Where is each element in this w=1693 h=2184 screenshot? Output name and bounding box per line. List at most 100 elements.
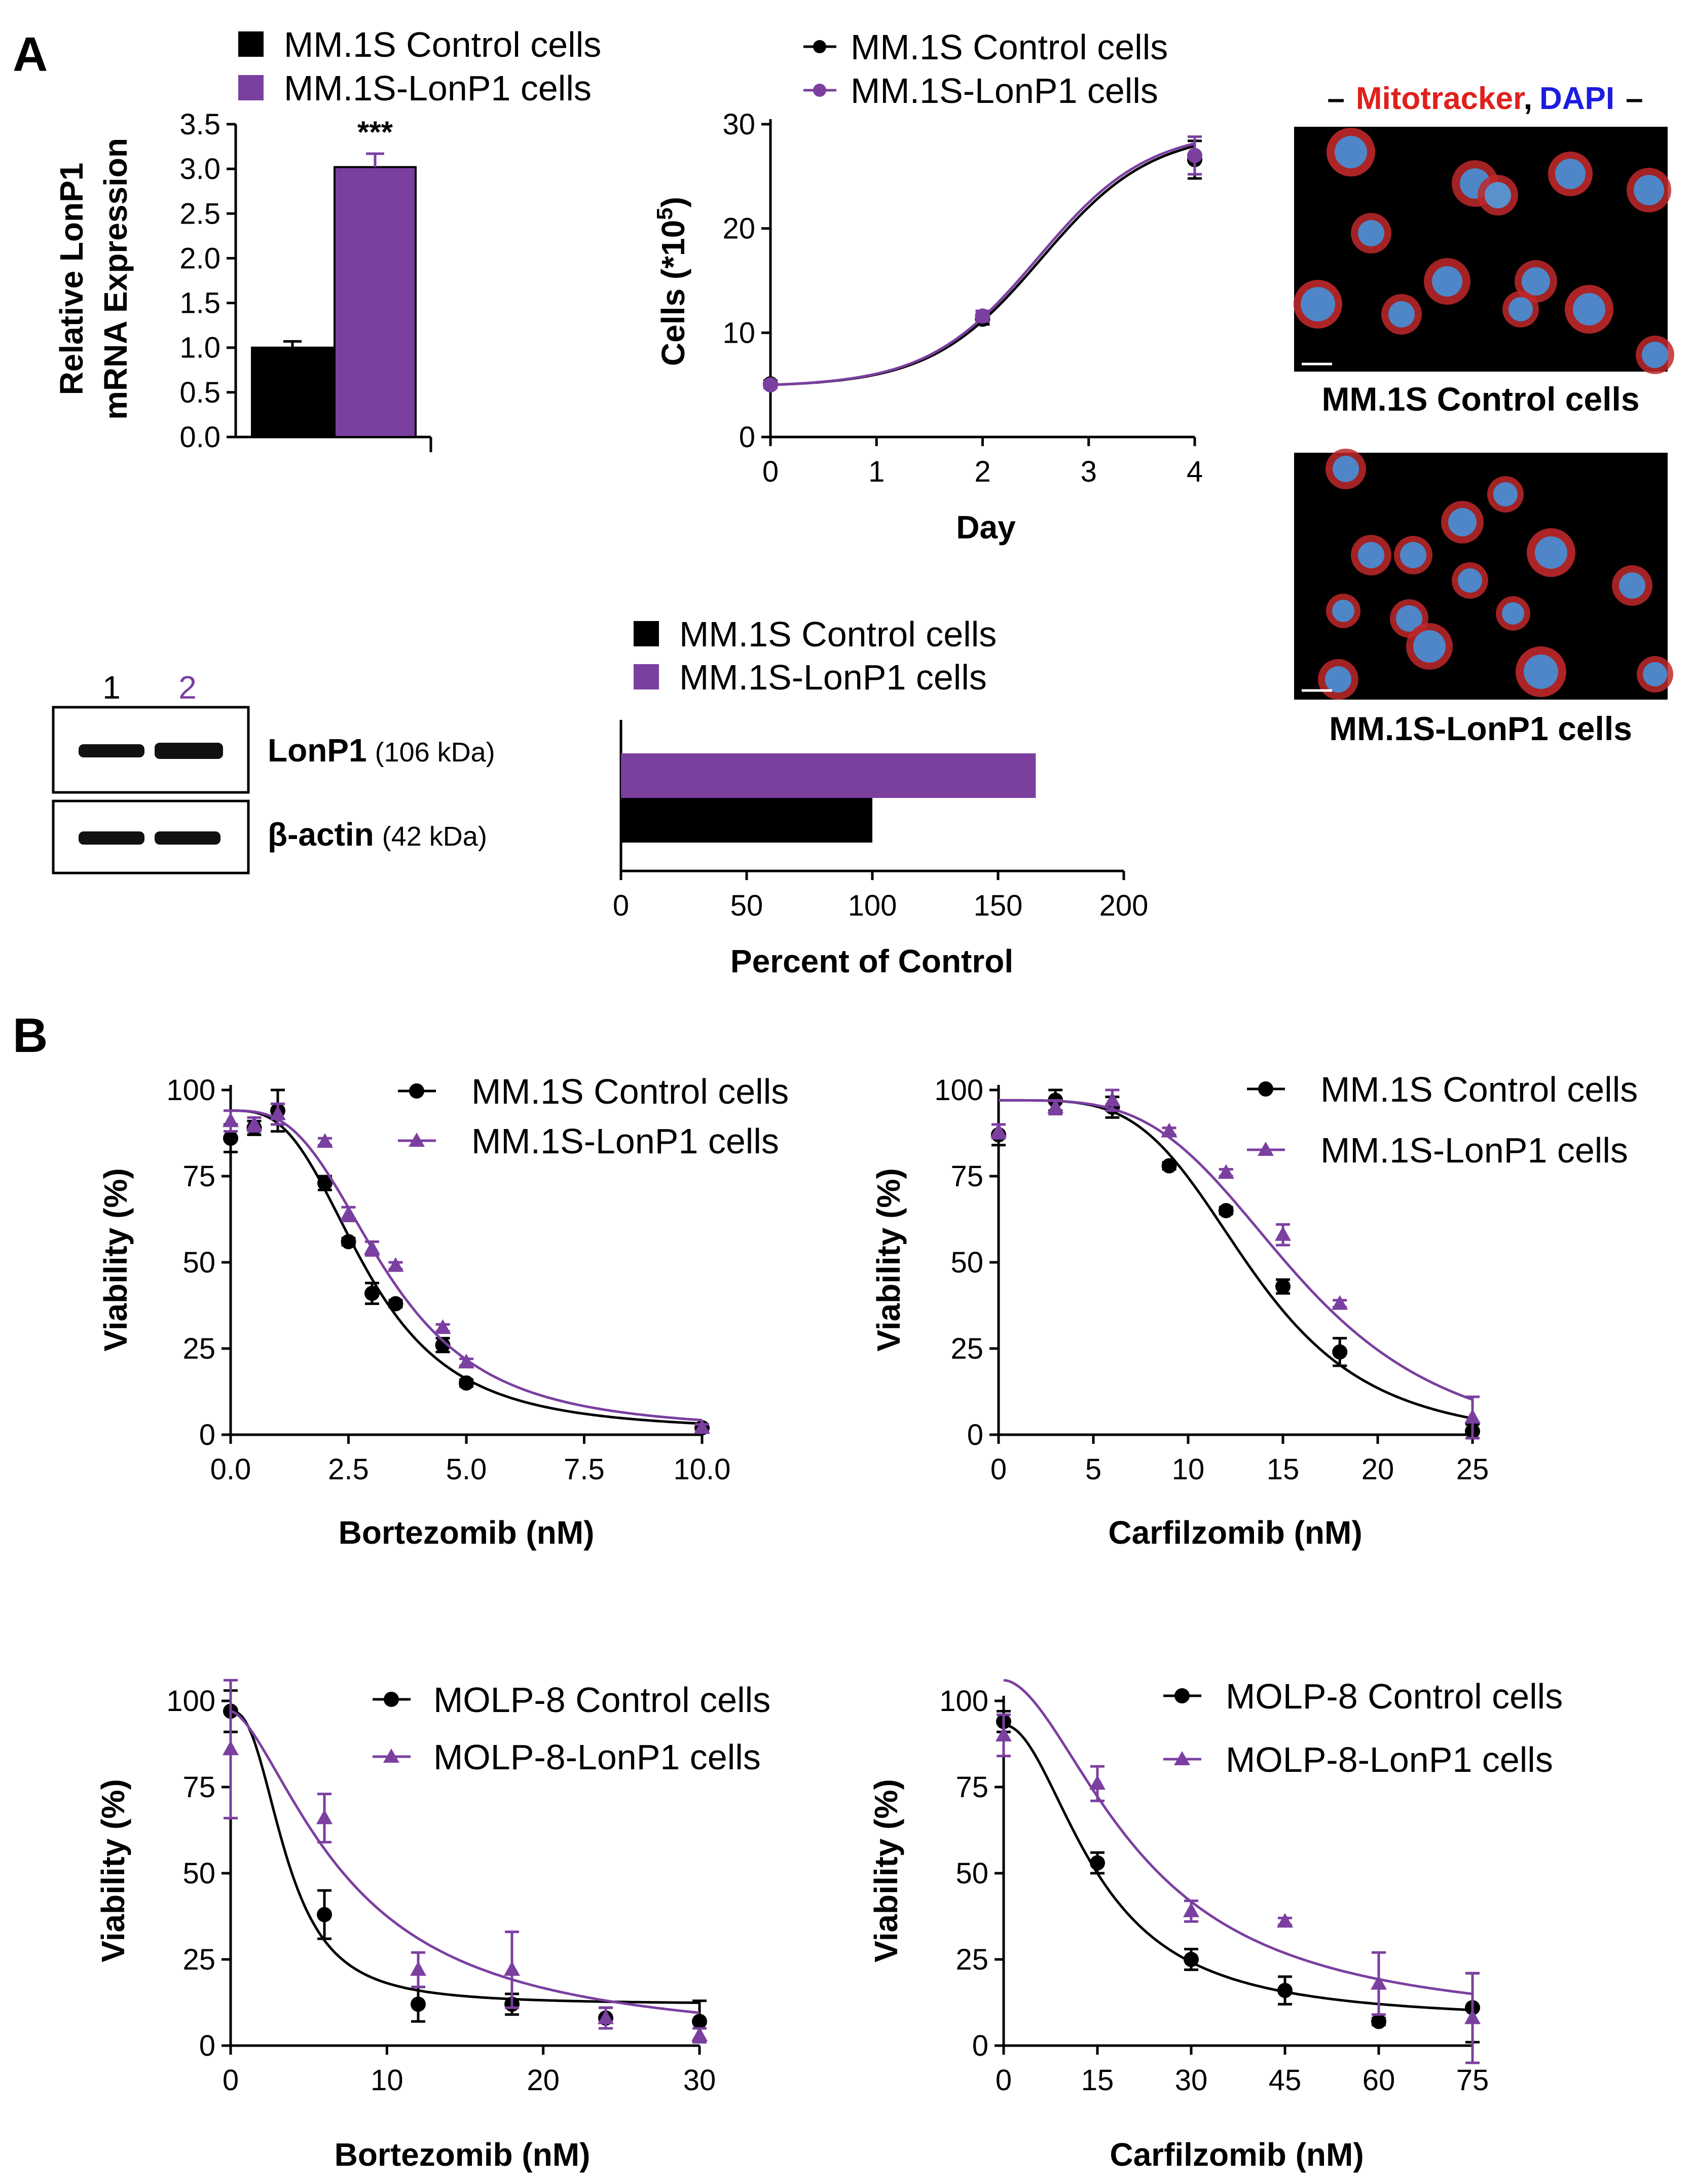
x-tick-label: 7.5 (564, 1453, 605, 1486)
legend-marker-lonp1 (383, 1749, 399, 1763)
data-point-lonp1 (996, 1727, 1012, 1741)
header-dash-right: – (1626, 81, 1643, 116)
legend-label-lonp1: MM.1S-LonP1 cells (284, 68, 592, 108)
legend-label-lonp1: MM.1S-LonP1 cells (1320, 1131, 1628, 1170)
legend-label-control: MM.1S Control cells (284, 25, 601, 64)
fit-curve-control (770, 144, 1195, 386)
legend-swatch-lonp1 (634, 664, 659, 689)
x-tick-label: 150 (974, 889, 1023, 922)
data-point-control (1332, 1344, 1348, 1360)
data-point-lonp1 (1183, 1902, 1199, 1917)
x-tick-label: 60 (1363, 2064, 1395, 2097)
y-axis-title-line2: mRNA Expression (97, 138, 134, 420)
legend-label-lonp1: MOLP-8-LonP1 cells (433, 1737, 761, 1777)
x-tick-label: 2 (974, 455, 990, 488)
x-tick-label: 3 (1081, 455, 1097, 488)
x-tick-label: 0.0 (210, 1453, 251, 1486)
micrograph-lonp1-cells (1318, 449, 1673, 700)
data-point-lonp1 (694, 1419, 710, 1434)
data-point-lonp1 (410, 1961, 426, 1976)
y-tick-label: 0 (972, 2029, 988, 2062)
x-tick-label: 200 (1099, 889, 1149, 922)
data-point-lonp1 (1089, 1775, 1106, 1790)
data-point-control (1275, 1279, 1291, 1294)
fit-curve-control (1003, 1724, 1473, 2012)
y-tick-label: 75 (182, 1160, 215, 1193)
legend-marker-lonp1 (1258, 1142, 1274, 1156)
legend-label-lonp1: MM.1S-LonP1 cells (679, 658, 987, 697)
x-axis-title: Percent of Control (730, 943, 1013, 979)
legend-swatch-control (238, 31, 264, 57)
lane-label-2: 2 (178, 669, 197, 706)
data-point-control (411, 1996, 426, 2012)
x-tick-label: 25 (1456, 1453, 1489, 1486)
y-tick-label: 1.5 (179, 287, 220, 320)
band-actin-lane1 (79, 831, 144, 845)
y-tick-label: 25 (182, 1332, 215, 1365)
legend-marker-lonp1 (1174, 1751, 1190, 1765)
micrograph-lonp1-caption: MM.1S-LonP1 cells (1329, 710, 1632, 747)
y-tick-label: 30 (722, 108, 755, 141)
x-tick-label: 4 (1187, 455, 1203, 488)
y-tick-label: 0.5 (179, 376, 220, 409)
y-tick-label: 100 (939, 1685, 988, 1718)
header-mitotracker: Mitotracker (1356, 81, 1525, 116)
header-dapi: DAPI (1539, 81, 1614, 116)
data-point-lonp1 (975, 308, 990, 324)
legend-marker-control (813, 40, 826, 53)
mm1s-carfilzomib-chart: MM.1S Control cells MM.1S-LonP1 cells Ca… (870, 1070, 1638, 1551)
header-dash-left: – (1327, 81, 1344, 116)
x-tick-label: 15 (1267, 1453, 1300, 1486)
data-point-lonp1 (316, 1809, 333, 1825)
band-actin-lane2 (155, 831, 220, 845)
data-point-control (1161, 1158, 1177, 1174)
molp8-bortezomib-chart: MOLP-8 Control cells MOLP-8-LonP1 cells … (95, 1679, 770, 2173)
data-point-lonp1 (246, 1116, 263, 1131)
data-point-lonp1 (223, 1112, 239, 1127)
percent-of-control-chart: MM.1S Control cells MM.1S-LonP1 cells Pe… (613, 614, 1149, 979)
data-point-lonp1 (691, 2026, 708, 2042)
y-tick-label: 50 (955, 1857, 988, 1890)
y-axis-title: Cells (*105) (652, 197, 691, 366)
data-point-lonp1 (1464, 2009, 1481, 2024)
data-point-lonp1 (340, 1205, 357, 1220)
x-tick-label: 10.0 (674, 1453, 731, 1486)
y-tick-label: 75 (950, 1160, 983, 1193)
y-tick-label: 3.5 (179, 108, 220, 141)
data-point-lonp1 (223, 1740, 239, 1756)
y-axis-title: Viability (%) (95, 1779, 131, 1962)
y-axis-title: Viability (%) (868, 1779, 904, 1962)
data-point-lonp1 (990, 1122, 1007, 1138)
band-name-lonp1: LonP1 (268, 732, 367, 769)
x-tick-label: 45 (1269, 2064, 1302, 2097)
data-point-control (459, 1375, 474, 1391)
data-point-lonp1 (1371, 1975, 1387, 1990)
x-tick-label: 10 (1172, 1453, 1205, 1486)
lane-label-1: 1 (102, 669, 121, 706)
data-point-lonp1 (387, 1257, 404, 1272)
y-axis-title: Viability (%) (97, 1168, 134, 1352)
band-label-actin: β-actin (42 kDa) (268, 816, 487, 853)
x-tick-label: 0 (613, 889, 629, 922)
data-point-control (223, 1131, 238, 1146)
data-point-lonp1 (1275, 1226, 1291, 1241)
x-axis-title: Bortezomib (nM) (339, 1514, 595, 1551)
data-point-control (1218, 1203, 1234, 1218)
bar-control (251, 346, 334, 439)
y-tick-label: 50 (950, 1246, 983, 1279)
band-kda-lonp1: (106 kDa) (375, 737, 495, 768)
data-point-lonp1 (598, 2009, 614, 2024)
y-tick-label: 25 (950, 1332, 983, 1365)
x-tick-label: 5 (1085, 1453, 1101, 1486)
y-tick-label: 0 (199, 2029, 215, 2062)
data-point-lonp1 (1104, 1091, 1121, 1107)
x-tick-label: 75 (1456, 2064, 1489, 2097)
fit-curve-lonp1 (770, 142, 1195, 386)
data-point-control (1184, 1952, 1199, 1967)
y-tick-label: 25 (182, 1943, 215, 1976)
panel-label-a: A (13, 27, 48, 82)
panel-label-b: B (13, 1008, 48, 1063)
micrograph-control-cells (1294, 128, 1674, 374)
mrna-expression-chart: MM.1S Control cells MM.1S-LonP1 cells Re… (53, 25, 601, 454)
band-lonp1-lane1 (79, 744, 144, 757)
